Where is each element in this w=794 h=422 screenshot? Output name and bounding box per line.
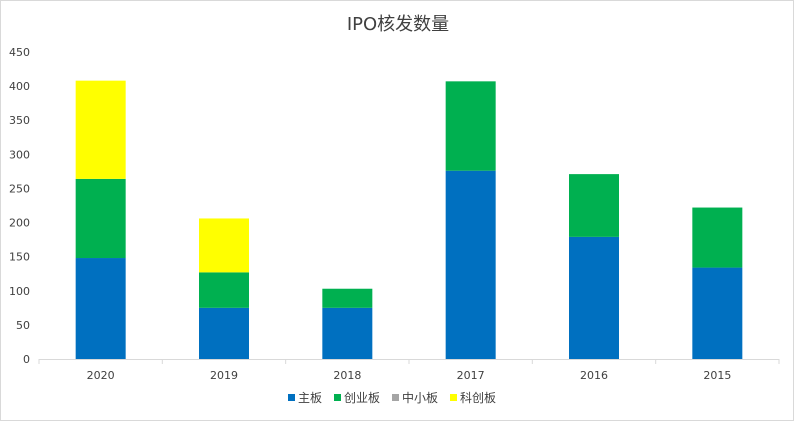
legend-label: 科创板 (460, 391, 496, 405)
legend-swatch (450, 394, 457, 401)
x-tick-label: 2015 (703, 369, 731, 382)
y-tick-label: 300 (9, 148, 30, 161)
x-tick-label: 2017 (457, 369, 485, 382)
y-axis: 0 50 100 150 200 250 300 350 400 450 (9, 46, 30, 366)
y-tick-label: 50 (16, 319, 30, 332)
bar-2016-series-0 (569, 236, 619, 359)
legend-swatch (288, 394, 295, 401)
bar-2020-series-3 (75, 80, 126, 179)
bar-2016-series-1 (569, 174, 619, 237)
legend-label: 主板 (298, 391, 322, 405)
x-tick-label: 2018 (333, 369, 361, 382)
y-tick-label: 250 (9, 182, 30, 195)
y-tick-label: 450 (9, 46, 30, 59)
y-tick-label: 100 (9, 285, 30, 298)
x-tick-label: 2016 (580, 369, 608, 382)
x-tick-label: 2020 (87, 369, 115, 382)
bar-2019-series-3 (199, 218, 249, 273)
bar-2018-series-0 (322, 307, 373, 359)
y-tick-label: 400 (9, 80, 30, 93)
y-tick-label: 200 (9, 217, 30, 230)
legend-label: 中小板 (402, 390, 438, 405)
y-tick-label: 150 (9, 251, 30, 264)
y-tick-label: 0 (23, 353, 30, 366)
legend-swatch (334, 394, 341, 401)
x-axis: 2020 2019 2018 2017 2016 2015 (38, 359, 780, 382)
bars (75, 80, 743, 359)
legend-label: 创业板 (344, 391, 380, 405)
bar-2015-series-0 (692, 267, 743, 359)
bar-2019-series-0 (199, 307, 249, 359)
bar-2017-series-0 (445, 170, 496, 359)
bar-2019-series-1 (199, 272, 249, 308)
x-tick-label: 2019 (210, 369, 238, 382)
bar-2017-series-1 (445, 81, 496, 171)
y-tick-label: 350 (9, 114, 30, 127)
legend-swatch (392, 394, 399, 401)
chart-title: IPO核发数量 (347, 14, 449, 35)
bar-2020-series-0 (75, 258, 126, 359)
bar-2018-series-1 (322, 288, 373, 308)
bar-2015-series-1 (692, 207, 743, 268)
bar-2020-series-1 (75, 178, 126, 259)
legend: 主板 创业板 中小板 科创板 (288, 390, 496, 405)
